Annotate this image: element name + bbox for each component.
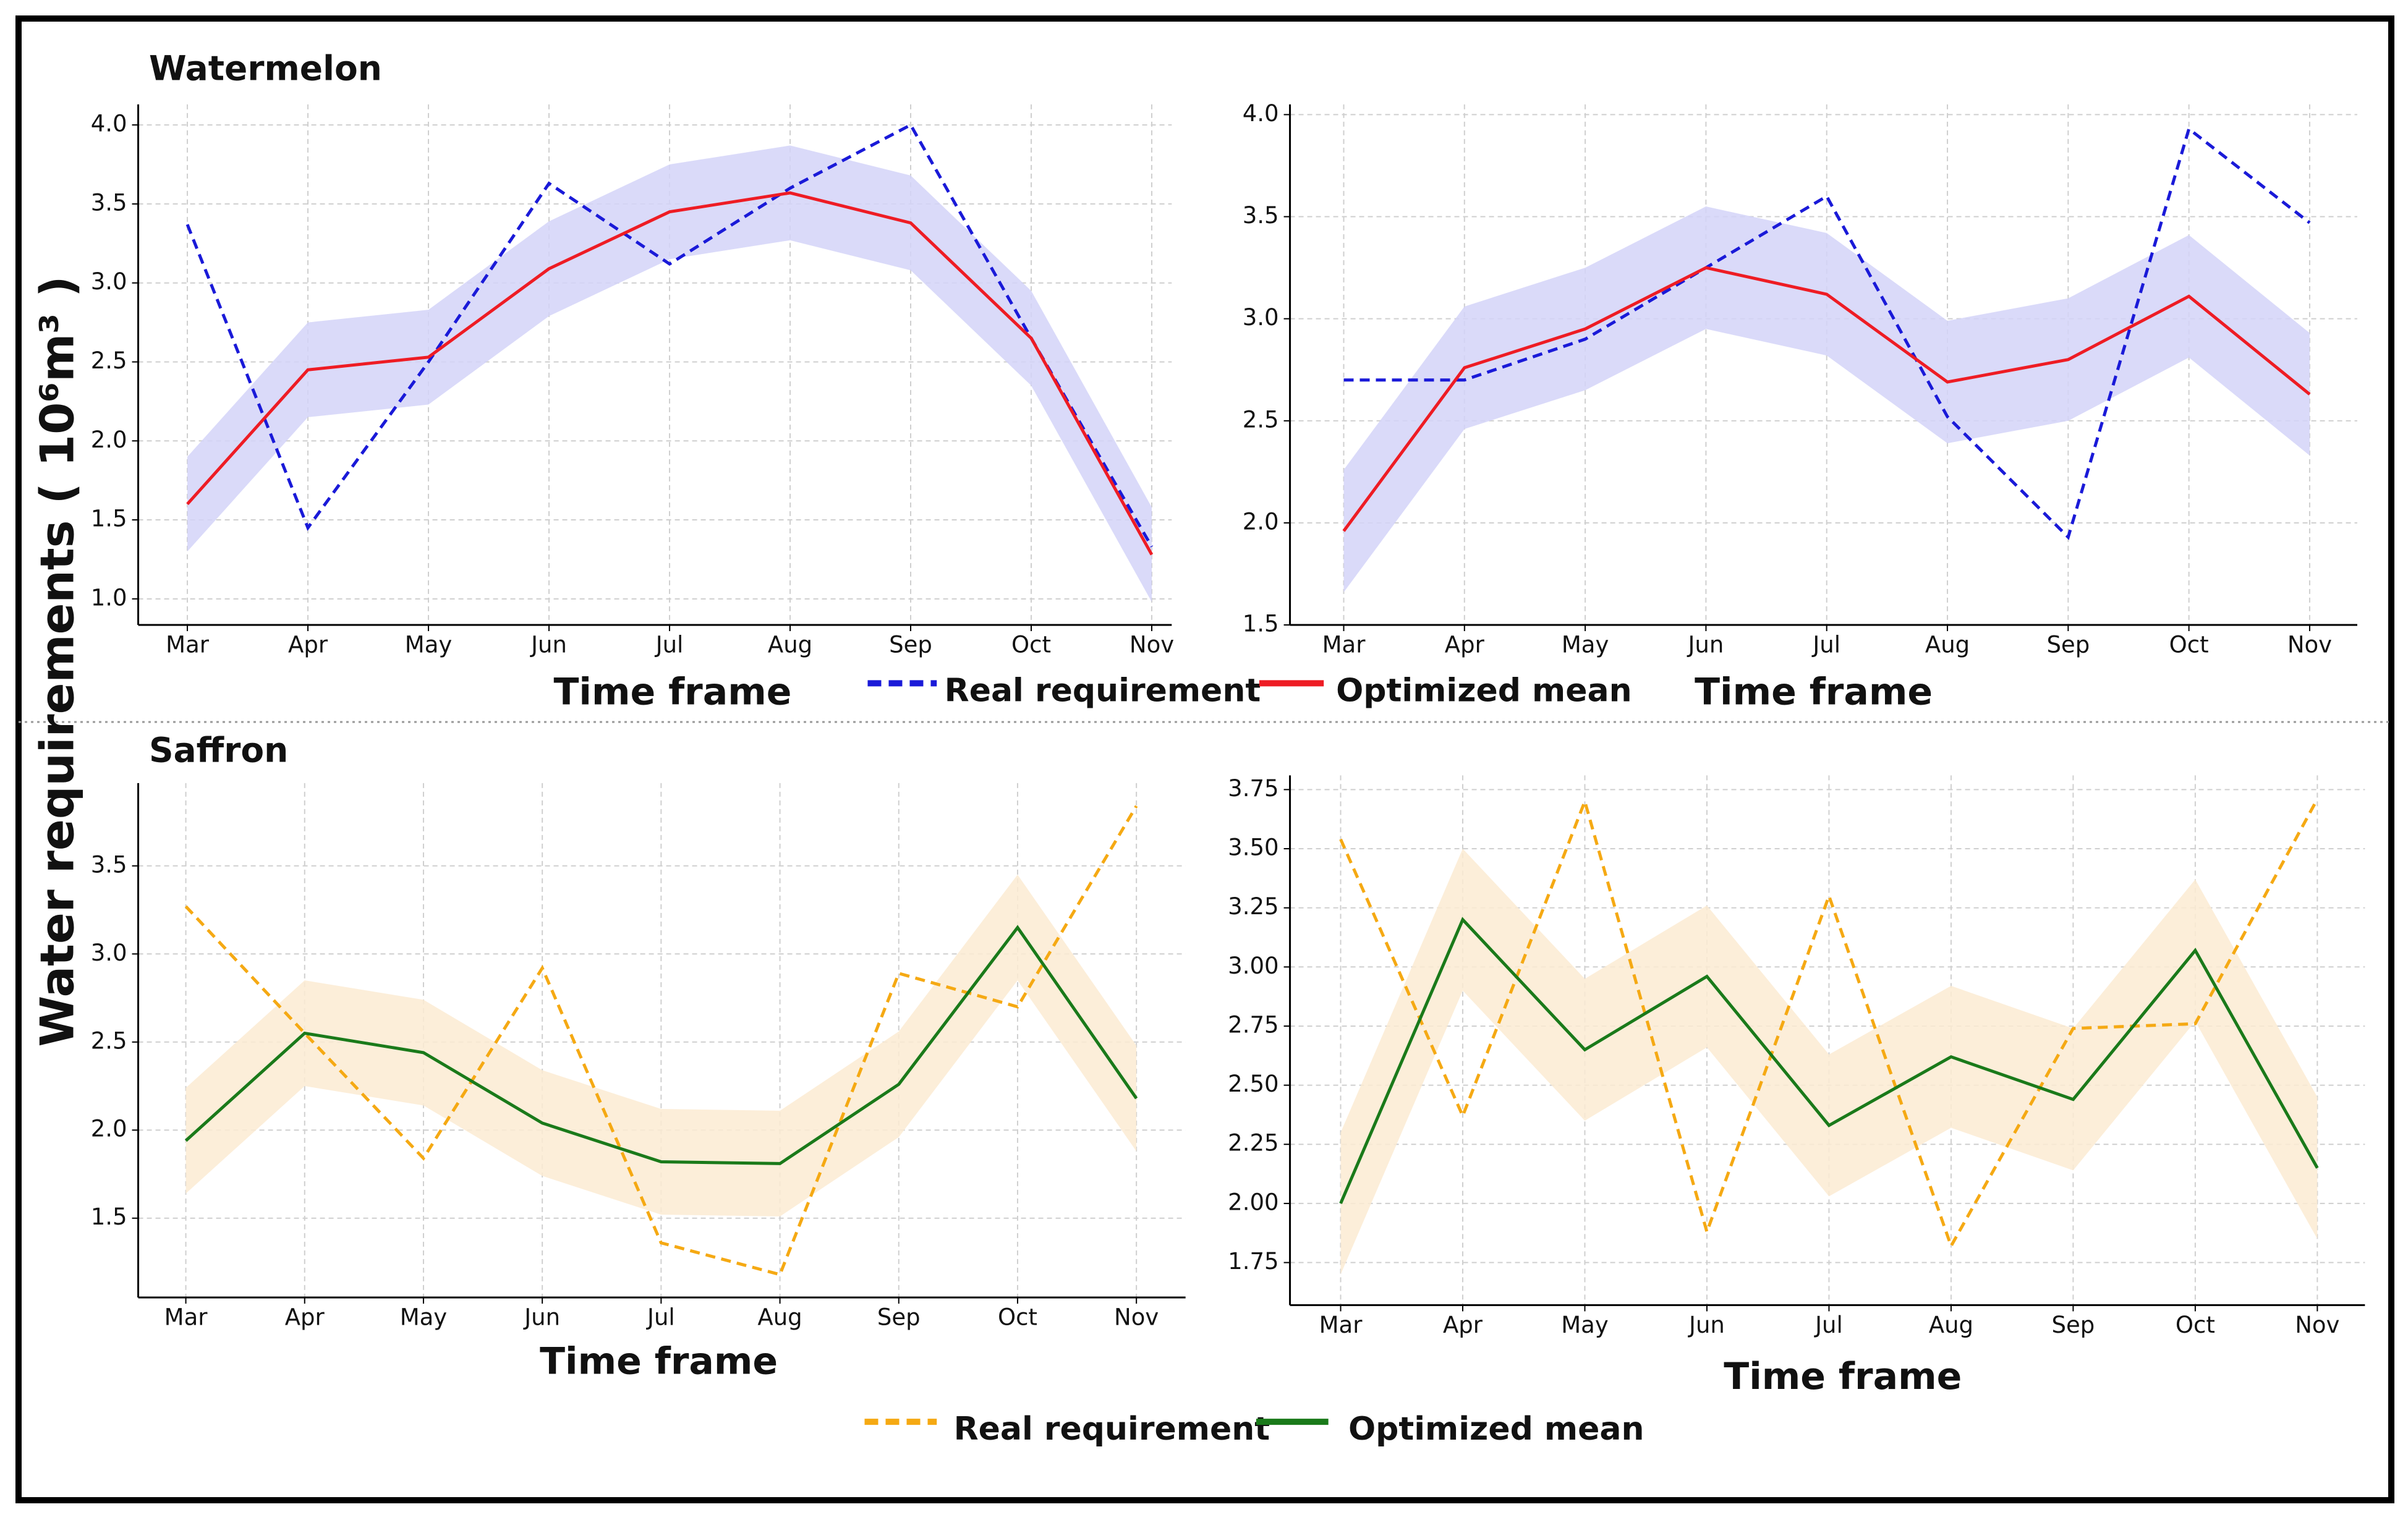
legend-label: Real requirement <box>945 672 1261 709</box>
y-tick-label: 1.5 <box>1243 610 1279 637</box>
x-tick-label: May <box>400 1304 448 1330</box>
x-tick-label: Jul <box>1814 1312 1843 1338</box>
series-line <box>1339 917 2319 1204</box>
y-tick-label: 2.0 <box>91 1116 127 1142</box>
x-tick-label: Jul <box>655 631 684 658</box>
confidence-band <box>187 145 1152 602</box>
y-tick-label: 2.75 <box>1228 1011 1278 1038</box>
y-tick-label: 2.0 <box>1243 508 1279 535</box>
chart-title: Saffron <box>149 730 288 770</box>
x-tick-label: Oct <box>998 1304 1037 1330</box>
x-tick-label: Mar <box>1322 631 1366 658</box>
chart-title: Watermelon <box>149 48 382 88</box>
x-tick-label: Apr <box>285 1304 325 1330</box>
frame <box>15 15 2394 1503</box>
x-axis-label: Time frame <box>1724 1355 1962 1398</box>
x-tick-label: Sep <box>877 1304 921 1330</box>
x-axis-label: Time frame <box>1695 670 1933 713</box>
y-tick-label: 1.75 <box>1228 1248 1278 1275</box>
legend-label: Optimized mean <box>1336 672 1632 709</box>
series-line <box>185 122 1154 548</box>
y-tick-label: 3.50 <box>1228 834 1278 861</box>
x-tick-label: Sep <box>2052 1312 2095 1338</box>
x-tick-label: Aug <box>768 631 812 658</box>
y-tick-label: 2.5 <box>1243 406 1279 433</box>
series-line <box>184 925 1138 1165</box>
x-tick-label: Nov <box>1114 1304 1159 1330</box>
y-tick-label: 4.0 <box>91 111 127 137</box>
y-tick-label: 3.0 <box>91 940 127 966</box>
legend-label: Optimized mean <box>1348 1411 1644 1448</box>
y-tick-label: 3.00 <box>1228 953 1278 979</box>
series-line <box>1343 126 2311 540</box>
x-tick-label: Sep <box>889 631 932 658</box>
y-tick-label: 3.25 <box>1228 893 1278 920</box>
x-tick-label: Jul <box>646 1304 675 1330</box>
x-tick-label: Mar <box>164 1304 208 1330</box>
x-tick-label: Jun <box>1687 631 1724 658</box>
y-tick-label: 4.0 <box>1243 100 1279 127</box>
y-tick-label: 2.0 <box>91 427 127 453</box>
x-tick-label: Nov <box>2287 631 2332 658</box>
y-tick-label: 3.5 <box>91 189 127 216</box>
y-tick-label: 2.5 <box>91 1027 127 1054</box>
x-tick-label: Mar <box>166 631 210 658</box>
x-tick-label: May <box>1562 631 1609 658</box>
y-tick-label: 1.0 <box>91 584 127 611</box>
x-tick-label: Apr <box>1443 1312 1483 1338</box>
x-tick-label: Jun <box>523 1304 560 1330</box>
x-tick-label: Aug <box>757 1304 802 1330</box>
y-tick-label: 2.5 <box>91 347 127 374</box>
y-tick-label: 3.5 <box>91 851 127 878</box>
y-tick-label: 3.75 <box>1228 775 1278 802</box>
legend-label: Real requirement <box>954 1411 1270 1448</box>
y-tick-label: 2.00 <box>1228 1189 1278 1215</box>
series-line <box>184 805 1138 1276</box>
y-tick-label: 3.5 <box>1243 202 1279 229</box>
x-tick-label: May <box>1561 1312 1609 1338</box>
y-tick-label: 1.5 <box>91 506 127 532</box>
x-tick-label: Sep <box>2046 631 2090 658</box>
x-tick-label: Mar <box>1319 1312 1363 1338</box>
x-tick-label: Jun <box>1688 1312 1725 1338</box>
x-tick-label: Aug <box>1925 631 1970 658</box>
series-line <box>1342 266 2311 532</box>
x-tick-label: Nov <box>1130 631 1174 658</box>
x-tick-label: Jun <box>530 631 567 658</box>
x-tick-label: May <box>405 631 453 658</box>
y-tick-label: 3.0 <box>1243 304 1279 331</box>
y-tick-label: 1.5 <box>91 1204 127 1230</box>
series-line <box>186 191 1154 556</box>
y-tick-label: 3.0 <box>91 268 127 295</box>
x-axis-label: Time frame <box>540 1340 778 1383</box>
series-line <box>1339 796 2319 1250</box>
y-axis-label: Water requirements ( 10⁶m³ ) <box>30 276 85 1047</box>
x-tick-label: Nov <box>2295 1312 2339 1338</box>
x-tick-label: Aug <box>1929 1312 1973 1338</box>
x-tick-label: Oct <box>2169 631 2209 658</box>
x-tick-label: Apr <box>1445 631 1485 658</box>
x-tick-label: Jul <box>1811 631 1840 658</box>
x-tick-label: Oct <box>2176 1312 2215 1338</box>
confidence-band <box>1340 849 2318 1275</box>
x-axis-label: Time frame <box>553 670 791 713</box>
x-tick-label: Oct <box>1011 631 1051 658</box>
y-tick-label: 2.25 <box>1228 1130 1278 1157</box>
confidence-band <box>1343 206 2310 593</box>
y-tick-label: 2.50 <box>1228 1071 1278 1097</box>
confidence-band <box>185 875 1137 1216</box>
x-tick-label: Apr <box>288 631 328 658</box>
